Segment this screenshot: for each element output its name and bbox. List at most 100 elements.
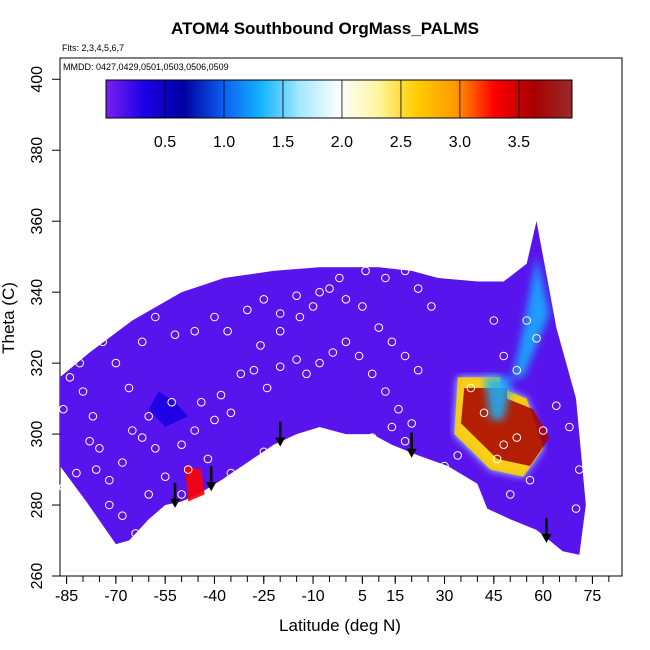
sample-point bbox=[525, 475, 535, 485]
sample-point bbox=[111, 358, 121, 368]
sample-point bbox=[413, 284, 423, 293]
sample-point bbox=[413, 365, 423, 375]
feature-mid_plume bbox=[484, 256, 550, 420]
x-tick-label: -40 bbox=[203, 588, 226, 605]
sample-point bbox=[183, 465, 193, 474]
sample-point bbox=[256, 341, 265, 350]
sample-point bbox=[223, 326, 232, 336]
x-axis: -85 -70 -55 -40 -25 -10 5 15 30 45 60 75 bbox=[55, 576, 610, 605]
sample-point bbox=[328, 348, 338, 357]
sample-point bbox=[128, 426, 137, 435]
y-tick-label: 340 bbox=[29, 279, 46, 306]
sample-point bbox=[466, 383, 476, 393]
feature-high_band-core bbox=[461, 388, 550, 466]
y-tick-label: 260 bbox=[29, 563, 46, 590]
colorbar: 0.5 1.0 1.5 2.0 2.5 3.0 3.5 bbox=[105, 79, 573, 151]
sample-point bbox=[367, 369, 377, 379]
sample-point bbox=[275, 362, 285, 372]
sample-point bbox=[499, 351, 509, 361]
sample-point bbox=[151, 312, 160, 322]
sample-point bbox=[259, 295, 269, 304]
sample-point bbox=[440, 461, 449, 471]
sample-point bbox=[358, 302, 367, 311]
sample-point bbox=[226, 468, 236, 478]
sample-point bbox=[512, 365, 522, 375]
sample-point bbox=[167, 397, 176, 407]
sample-point bbox=[394, 404, 403, 414]
y-axis: 260 280 300 320 340 360 380 400 bbox=[29, 66, 60, 589]
sample-point bbox=[479, 408, 489, 418]
sample-point bbox=[407, 419, 417, 428]
x-tick-label: 30 bbox=[436, 588, 454, 605]
x-tick-label: 15 bbox=[386, 588, 404, 605]
x-axis-label: Latitude (deg N) bbox=[279, 616, 401, 635]
sample-point bbox=[499, 440, 509, 450]
colorbar-tick-label: 3.0 bbox=[449, 134, 471, 151]
sample-point bbox=[427, 302, 436, 311]
x-tick-label: 45 bbox=[485, 588, 503, 605]
ascent-arrows bbox=[170, 421, 552, 543]
sample-point bbox=[275, 309, 285, 318]
y-tick-label: 300 bbox=[29, 421, 46, 448]
arrow-head bbox=[406, 448, 417, 458]
sample-point bbox=[197, 397, 206, 407]
sample-point bbox=[275, 326, 285, 336]
colorbar-tick-label: 2.0 bbox=[331, 134, 353, 151]
sample-point bbox=[341, 295, 351, 304]
sample-point bbox=[88, 412, 98, 421]
sample-point bbox=[236, 369, 246, 379]
sample-point bbox=[243, 472, 252, 482]
sample-point bbox=[160, 472, 170, 482]
sample-point bbox=[203, 454, 213, 464]
sample-point bbox=[249, 365, 259, 375]
sample-point bbox=[292, 355, 301, 364]
sample-point bbox=[315, 358, 324, 368]
sample-point bbox=[400, 266, 410, 276]
sample-point bbox=[243, 305, 252, 315]
y-tick-label: 360 bbox=[29, 208, 46, 235]
sample-point bbox=[453, 451, 463, 460]
sample-point bbox=[512, 433, 522, 442]
sample-point bbox=[78, 387, 88, 396]
y-tick-label: 400 bbox=[29, 66, 46, 93]
sample-point bbox=[575, 465, 584, 474]
sample-point bbox=[95, 444, 104, 453]
sample-point bbox=[131, 529, 140, 538]
x-tick-label: -85 bbox=[55, 588, 78, 605]
sample-point bbox=[315, 287, 324, 297]
sample-point bbox=[335, 273, 344, 283]
arrow-head bbox=[541, 533, 552, 543]
x-tick-label: -10 bbox=[302, 588, 325, 605]
sample-point bbox=[374, 323, 384, 332]
sample-point bbox=[387, 337, 397, 347]
sample-points bbox=[59, 227, 584, 538]
colorbar-tick-label: 0.5 bbox=[154, 134, 176, 151]
sample-point bbox=[538, 227, 548, 237]
sample-point bbox=[400, 436, 410, 446]
sample-point bbox=[118, 511, 127, 521]
chart-title: ATOM4 Southbound OrgMass_PALMS bbox=[171, 19, 479, 38]
sample-point bbox=[387, 422, 397, 432]
x-tick-label: -70 bbox=[104, 588, 127, 605]
sample-point bbox=[210, 415, 219, 425]
sample-point bbox=[302, 369, 311, 379]
flights-note: Flts: 2,3,4,5,6,7 bbox=[62, 43, 124, 53]
colorbar-tick-label: 1.5 bbox=[272, 134, 294, 151]
dates-note: MMDD: 0427,0429,0501,0503,0506,0509 bbox=[63, 62, 229, 72]
y-tick-label: 380 bbox=[29, 137, 46, 164]
sample-point bbox=[381, 273, 390, 283]
sample-point bbox=[177, 490, 186, 499]
sample-point bbox=[489, 316, 499, 325]
sample-point bbox=[177, 440, 186, 450]
sample-point bbox=[75, 358, 84, 368]
sample-point bbox=[325, 284, 334, 293]
sample-point bbox=[226, 408, 236, 418]
y-tick-label: 320 bbox=[29, 350, 46, 377]
sample-point bbox=[381, 387, 390, 396]
sample-point bbox=[400, 351, 410, 361]
x-tick-label: -55 bbox=[154, 588, 177, 605]
sample-point bbox=[105, 475, 114, 485]
sample-point bbox=[65, 373, 75, 382]
sample-point bbox=[571, 504, 581, 513]
